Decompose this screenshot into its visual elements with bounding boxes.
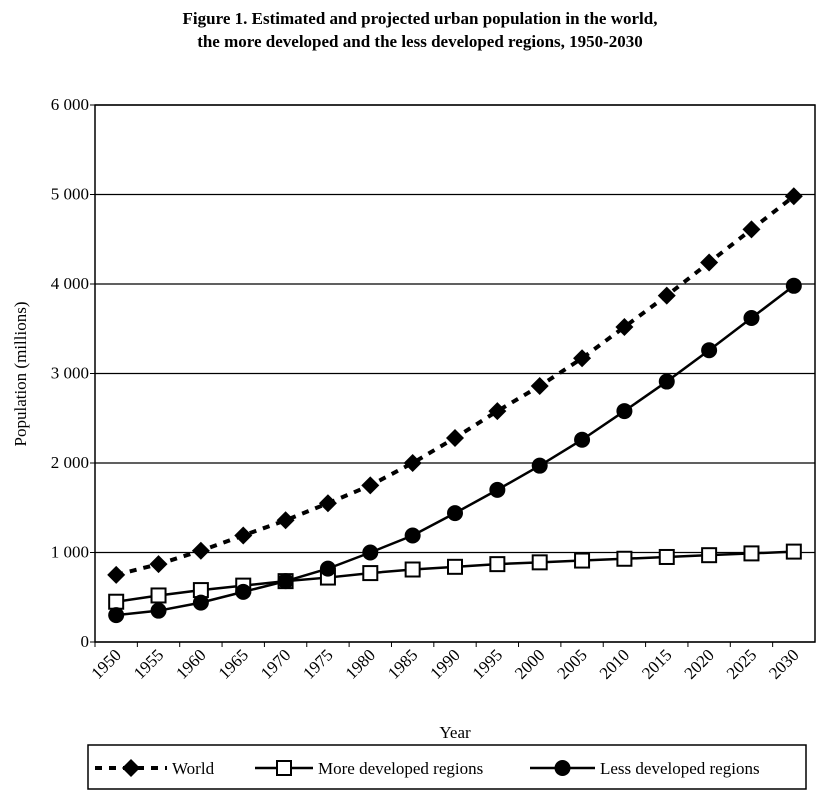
data-point: [319, 560, 336, 577]
data-point: [447, 505, 463, 522]
plot-frame: [94, 104, 816, 643]
data-point: [277, 573, 294, 590]
y-axis-label: Population (millions): [11, 302, 30, 447]
data-point: [574, 552, 591, 569]
legend-marker: [122, 759, 140, 777]
data-point: [785, 277, 802, 294]
x-tick-label: 1985: [384, 645, 421, 682]
data-point: [362, 544, 379, 561]
data-point: [150, 587, 167, 604]
x-tick-label: 2015: [638, 645, 675, 682]
data-point: [107, 565, 126, 584]
data-point: [192, 594, 209, 611]
data-point: [362, 565, 379, 582]
data-point: [488, 402, 507, 421]
data-point: [489, 481, 506, 498]
data-point: [784, 187, 803, 206]
data-point: [403, 454, 422, 472]
data-point: [404, 527, 421, 544]
data-point: [361, 476, 380, 495]
x-tick-label: 1975: [299, 645, 336, 682]
x-tick-label: 2005: [553, 645, 590, 682]
x-tick-label: 1990: [426, 645, 463, 682]
data-point: [701, 342, 718, 359]
y-tick-label: 3 000: [51, 364, 89, 383]
data-point: [531, 554, 548, 571]
data-point: [447, 558, 463, 575]
data-point: [191, 541, 210, 560]
x-tick-label: 1950: [88, 645, 125, 682]
data-point: [658, 548, 675, 565]
chart-title: the more developed and the less develope…: [197, 32, 643, 51]
legend-box: [87, 744, 807, 790]
data-point: [108, 593, 125, 610]
x-tick-label: 1995: [469, 645, 506, 682]
legend-label: Less developed regions: [600, 759, 760, 778]
x-tick-label: 1960: [172, 645, 209, 682]
y-tick-label: 6 000: [51, 95, 89, 114]
y-tick-label: 1 000: [51, 543, 89, 562]
y-tick-label: 5 000: [51, 185, 89, 204]
data-point: [573, 349, 592, 368]
legend-label: World: [172, 759, 215, 778]
data-point: [234, 526, 253, 545]
data-point: [150, 602, 167, 619]
legend-marker: [554, 760, 571, 776]
data-point: [404, 561, 421, 578]
data-point: [742, 220, 761, 239]
x-tick-label: 2030: [765, 645, 802, 682]
x-tick-label: 2010: [596, 645, 633, 682]
data-point: [108, 607, 125, 624]
x-tick-label: 1980: [342, 645, 379, 682]
data-point: [149, 555, 168, 574]
data-point: [701, 547, 718, 564]
x-tick-label: 2020: [680, 645, 717, 682]
data-point: [446, 428, 464, 447]
data-point: [318, 494, 337, 513]
data-point: [743, 545, 760, 562]
legend-label: More developed regions: [318, 759, 483, 778]
data-point: [531, 457, 548, 474]
data-point: [489, 556, 506, 573]
data-point: [785, 543, 802, 560]
data-point: [616, 403, 633, 420]
data-point: [615, 317, 634, 336]
y-tick-label: 0: [81, 632, 90, 651]
data-point: [276, 511, 295, 530]
y-tick-label: 2 000: [51, 453, 89, 472]
data-point: [743, 310, 760, 327]
x-tick-label: 2000: [511, 645, 548, 682]
data-point: [658, 373, 675, 390]
data-point: [657, 286, 676, 305]
x-tick-label: 1970: [257, 645, 294, 682]
legend-marker: [276, 760, 292, 776]
chart-title: Figure 1. Estimated and projected urban …: [183, 9, 658, 28]
data-point: [235, 583, 252, 600]
y-tick-label: 4 000: [51, 274, 89, 293]
data-point: [616, 550, 633, 567]
x-tick-label: 1955: [130, 645, 167, 682]
data-point: [574, 431, 591, 448]
x-tick-label: 2025: [723, 645, 760, 682]
data-point: [700, 253, 719, 272]
x-axis-label: Year: [439, 723, 471, 742]
x-tick-label: 1965: [215, 645, 252, 682]
data-point: [530, 377, 549, 396]
